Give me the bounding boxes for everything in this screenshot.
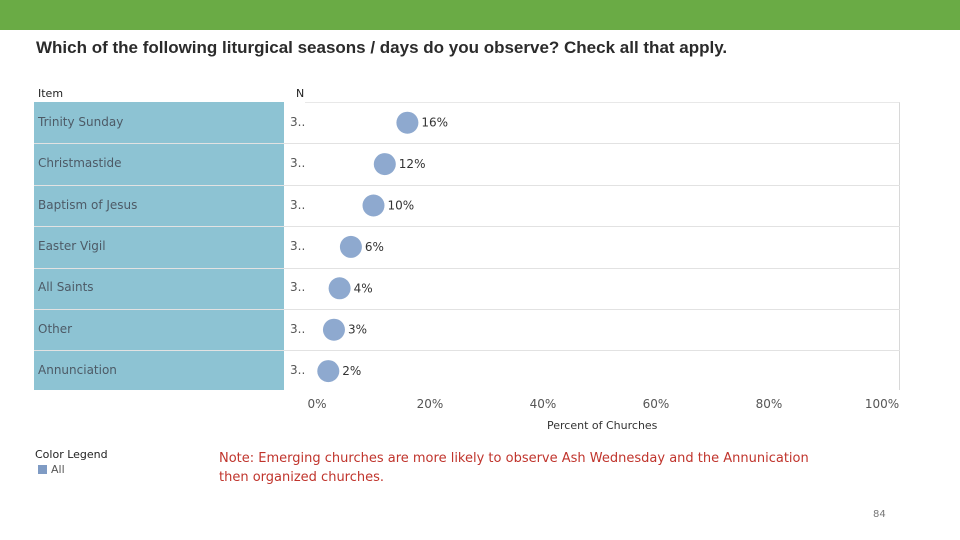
data-label: 3% [348, 323, 367, 337]
row-label: All Saints [38, 280, 94, 294]
footnote: Note: Emerging churches are more likely … [219, 451, 809, 485]
row-label: Trinity Sunday [38, 115, 124, 129]
x-tick-label: 80% [756, 397, 783, 411]
n-value: 3.. [290, 280, 306, 294]
data-label: 16% [421, 116, 448, 130]
page-title: Which of the following liturgical season… [36, 38, 728, 57]
data-point[interactable] [328, 277, 351, 300]
row-label: Other [38, 322, 73, 336]
row-divider [34, 350, 900, 351]
data-label: 4% [354, 281, 373, 295]
row-label: Baptism of Jesus [38, 198, 138, 212]
n-value: 3.. [290, 322, 306, 336]
data-label: 12% [399, 157, 426, 171]
row-label: Easter Vigil [38, 239, 106, 253]
row-divider [34, 309, 900, 310]
data-point[interactable] [396, 111, 419, 134]
x-tick-label: 20% [417, 397, 444, 411]
data-label: 10% [388, 199, 415, 213]
legend-swatch [38, 465, 47, 474]
data-point[interactable] [373, 153, 396, 176]
n-value: 3.. [290, 363, 306, 377]
x-tick-label: 0% [307, 397, 326, 411]
data-point[interactable] [317, 360, 340, 383]
legend-item-all[interactable]: All [38, 463, 65, 476]
legend-label: All [51, 463, 65, 476]
row-divider [34, 268, 900, 269]
x-axis-title: Percent of Churches [547, 419, 658, 432]
page-number: 84 [873, 509, 886, 520]
n-value: 3.. [290, 115, 306, 129]
legend-title: Color Legend [35, 448, 108, 461]
data-point[interactable] [322, 318, 345, 341]
column-header-item: Item [38, 87, 64, 100]
row-label: Annunciation [38, 363, 117, 377]
plot-area [305, 102, 900, 390]
n-value: 3.. [290, 198, 306, 212]
item-label-panel [34, 102, 284, 390]
x-tick-label: 40% [530, 397, 557, 411]
column-header-n: N [296, 87, 305, 100]
data-point[interactable] [339, 235, 362, 258]
n-value: 3.. [290, 156, 306, 170]
row-divider [34, 226, 900, 227]
row-label: Christmastide [38, 156, 122, 170]
data-point[interactable] [362, 194, 385, 217]
row-divider [34, 185, 900, 186]
data-label: 6% [365, 240, 384, 254]
n-value: 3.. [290, 239, 306, 253]
top-accent-bar [0, 0, 960, 30]
x-tick-label: 100% [865, 397, 899, 411]
x-tick-label: 60% [643, 397, 670, 411]
row-divider [34, 143, 900, 144]
data-label: 2% [342, 364, 361, 378]
